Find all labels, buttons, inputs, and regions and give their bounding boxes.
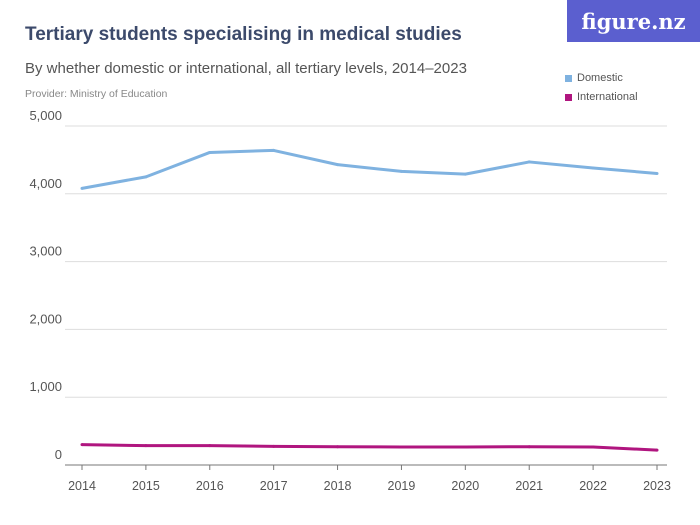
- legend-item-domestic: Domestic: [565, 72, 623, 84]
- data-point-international: [336, 445, 340, 449]
- data-point-domestic: [399, 169, 403, 173]
- data-point-domestic: [272, 148, 276, 152]
- y-tick-label: 1,000: [29, 379, 62, 394]
- x-tick-label: 2014: [68, 479, 96, 493]
- y-tick-label: 3,000: [29, 244, 62, 259]
- data-point-domestic: [80, 186, 84, 190]
- data-point-domestic: [144, 175, 148, 179]
- legend-label: Domestic: [577, 72, 623, 84]
- data-point-international: [80, 443, 84, 447]
- legend-swatch-domestic: [565, 74, 572, 82]
- x-tick-label: 2016: [196, 479, 224, 493]
- x-tick-label: 2018: [324, 479, 352, 493]
- data-point-domestic: [336, 163, 340, 167]
- legend-swatch-international: [565, 93, 572, 101]
- x-tick-label: 2015: [132, 479, 160, 493]
- provider-text: Provider: Ministry of Education: [25, 88, 168, 100]
- data-point-domestic: [527, 160, 531, 164]
- x-tick-label: 2022: [579, 479, 607, 493]
- data-point-international: [208, 444, 212, 448]
- series-line-international: [81, 443, 658, 452]
- figure-nz-logo[interactable]: figure.nz: [567, 0, 700, 42]
- chart-title: Tertiary students specialising in medica…: [25, 24, 462, 45]
- x-tick-label: 2020: [451, 479, 479, 493]
- data-point-international: [591, 445, 595, 449]
- data-point-domestic: [463, 172, 467, 176]
- legend-label: International: [577, 91, 638, 103]
- data-point-domestic: [655, 171, 659, 175]
- y-tick-label: 0: [55, 447, 62, 462]
- data-point-international: [655, 448, 659, 452]
- legend-item-international: International: [565, 91, 638, 103]
- x-tick-label: 2021: [515, 479, 543, 493]
- x-tick-label: 2019: [388, 479, 416, 493]
- data-point-international: [144, 444, 148, 448]
- chart-subtitle: By whether domestic or international, al…: [25, 60, 467, 77]
- data-point-domestic: [208, 150, 212, 154]
- series-line-domestic: [81, 148, 658, 190]
- y-tick-label: 2,000: [29, 311, 62, 326]
- x-tick-label: 2017: [260, 479, 288, 493]
- x-tick-label: 2023: [643, 479, 671, 493]
- data-point-international: [272, 444, 276, 448]
- y-tick-label: 4,000: [29, 176, 62, 191]
- data-point-domestic: [591, 166, 595, 170]
- data-point-international: [399, 445, 403, 449]
- data-point-international: [527, 445, 531, 449]
- y-tick-label: 5,000: [29, 108, 62, 123]
- data-point-international: [463, 445, 467, 449]
